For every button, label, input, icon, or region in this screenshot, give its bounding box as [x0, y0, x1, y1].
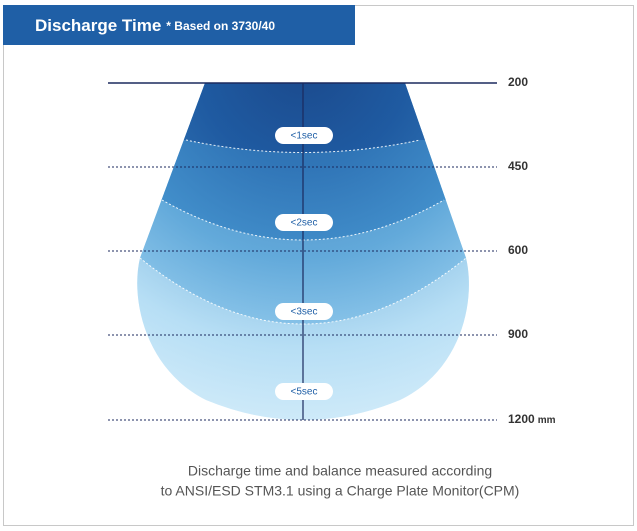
- distance-label: 450: [508, 159, 528, 173]
- distance-label: 900: [508, 327, 528, 341]
- caption-line: to ANSI/ESD STM3.1 using a Charge Plate …: [161, 483, 520, 499]
- distance-label: 600: [508, 243, 528, 257]
- zone-pill: [275, 214, 333, 231]
- zone-label: <2sec: [291, 218, 318, 229]
- zone-pill: [275, 303, 333, 320]
- zone-pill: [275, 383, 333, 400]
- zone-label: <3sec: [291, 307, 318, 318]
- zone-boundary: [139, 257, 467, 325]
- zone-label: <1sec: [291, 131, 318, 142]
- zone-label: <5sec: [291, 387, 318, 398]
- header-tab: [3, 5, 355, 45]
- zone-pill: [275, 127, 333, 144]
- distance-label: 200: [508, 75, 528, 89]
- distance-label: 1200 mm: [508, 412, 556, 426]
- title: Discharge Time * Based on 3730/40: [35, 16, 275, 35]
- caption-line: Discharge time and balance measured acco…: [188, 463, 492, 479]
